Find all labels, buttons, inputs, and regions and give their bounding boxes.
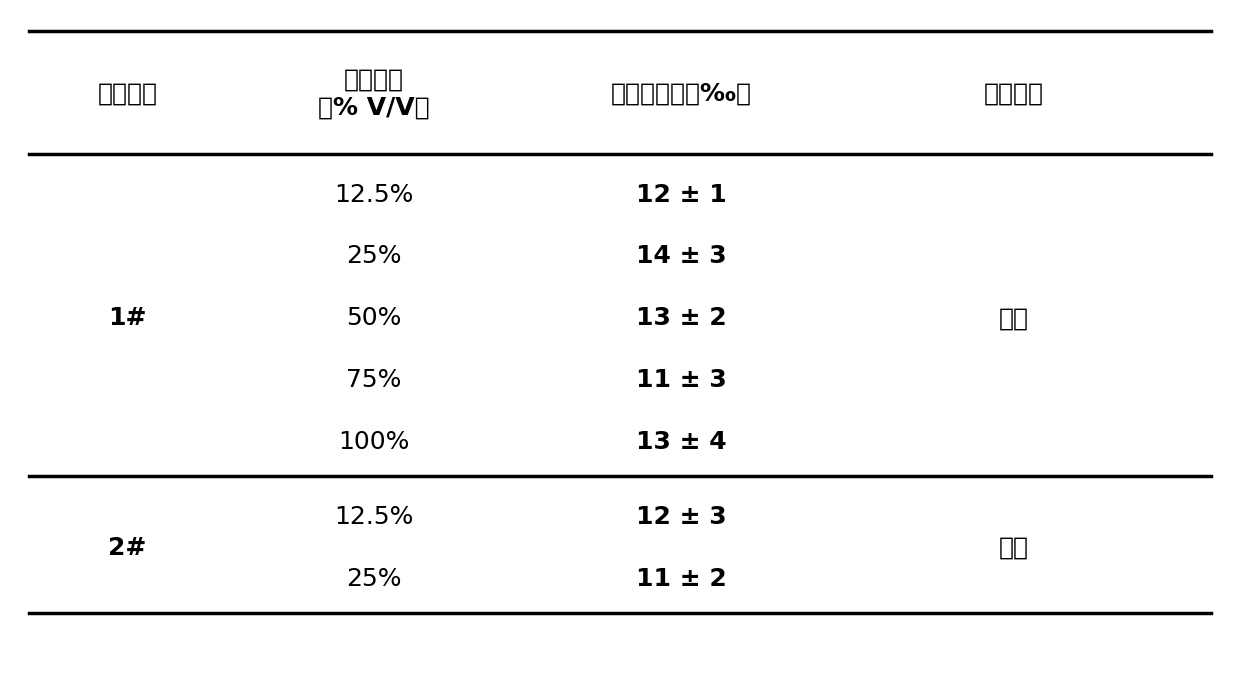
- Text: 50%: 50%: [346, 306, 402, 330]
- Text: 阴性: 阴性: [999, 536, 1029, 560]
- Text: 25%: 25%: [346, 244, 402, 269]
- Text: 13 ± 2: 13 ± 2: [636, 306, 727, 330]
- Text: 12 ± 1: 12 ± 1: [636, 182, 727, 207]
- Text: 14 ± 3: 14 ± 3: [636, 244, 727, 269]
- Text: 75%: 75%: [346, 368, 402, 392]
- Text: 25%: 25%: [346, 567, 402, 591]
- Text: 1#: 1#: [108, 306, 146, 330]
- Text: 11 ± 3: 11 ± 3: [636, 368, 727, 392]
- Text: 13 ± 4: 13 ± 4: [636, 430, 727, 454]
- Text: 2#: 2#: [108, 536, 146, 560]
- Text: 11 ± 2: 11 ± 2: [636, 567, 727, 591]
- Text: 检测剂量
（% V/V）: 检测剂量 （% V/V）: [317, 68, 429, 120]
- Text: 平均微核率（‰）: 平均微核率（‰）: [611, 82, 753, 106]
- Text: 12 ± 3: 12 ± 3: [636, 505, 727, 529]
- Text: 12.5%: 12.5%: [334, 182, 413, 207]
- Text: 阴性: 阴性: [999, 306, 1029, 330]
- Text: 100%: 100%: [339, 430, 409, 454]
- Text: 定性结果: 定性结果: [985, 82, 1044, 106]
- Text: 样品编号: 样品编号: [97, 82, 157, 106]
- Text: 12.5%: 12.5%: [334, 505, 413, 529]
